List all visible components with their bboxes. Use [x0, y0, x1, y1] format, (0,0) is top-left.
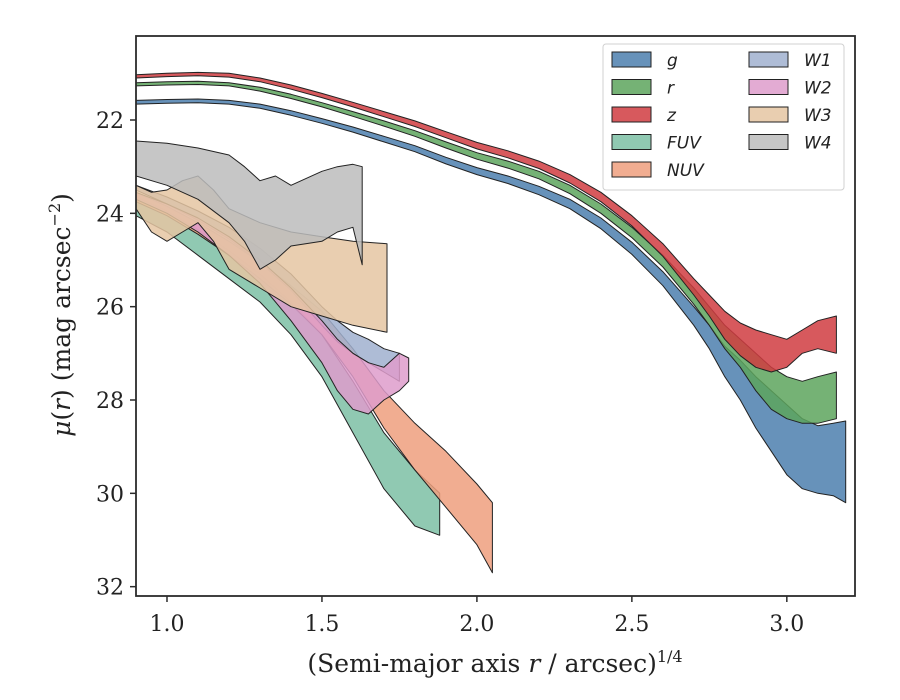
y-tick-label: 26: [96, 296, 124, 321]
x-tick-label: 1.5: [304, 612, 339, 637]
legend-label-W2: W2: [804, 79, 832, 99]
legend-label-FUV: FUV: [667, 134, 702, 154]
y-tick-label: 32: [96, 576, 124, 601]
y-tick-label: 28: [96, 389, 124, 414]
legend-label-W3: W3: [804, 106, 832, 126]
y-axis-label: μ(r) (mag arcsec−2): [45, 193, 76, 437]
plot-frame: [135, 35, 856, 597]
legend: grz FUV NUV W1 W2 W3 W4: [602, 43, 845, 191]
legend-label-r: r: [667, 79, 675, 99]
band-z: [136, 71, 837, 373]
y-tick-label: 30: [96, 482, 124, 507]
series-bands: [136, 71, 847, 574]
x-tick-label: 3.0: [769, 612, 804, 637]
legend-swatch-g: [611, 51, 652, 68]
legend-swatch-W3: [748, 106, 789, 123]
legend-swatch-W4: [748, 134, 789, 150]
x-tick-label: 1.0: [149, 612, 184, 637]
y-axis: 22 24 26 28 30 32: [96, 109, 136, 601]
x-axis: 1.0 1.5 2.0 2.5 3.0: [149, 596, 804, 637]
legend-label-W1: W1: [804, 51, 832, 71]
legend-label-NUV: NUV: [667, 161, 705, 181]
legend-swatch-z: [611, 106, 652, 123]
y-tick-label: 22: [96, 109, 124, 134]
x-tick-label: 2.5: [614, 612, 649, 637]
x-tick-label: 2.0: [459, 612, 494, 637]
legend-swatch-W2: [748, 79, 789, 95]
legend-swatch-FUV: [611, 134, 652, 150]
legend-swatch-r: [611, 79, 652, 95]
legend-swatch-W1: [748, 51, 789, 68]
legend-label-g: g: [667, 51, 678, 71]
band-g: [136, 98, 847, 504]
y-tick-label: 24: [96, 202, 124, 227]
legend-label-W4: W4: [804, 134, 832, 154]
legend-swatch-NUV: [611, 161, 652, 178]
band-r: [136, 80, 837, 424]
x-axis-label: (Semi-major axis r / arcsec)1/4: [307, 647, 682, 678]
legend-label-z: z: [666, 106, 677, 126]
band-W4: [136, 140, 363, 270]
